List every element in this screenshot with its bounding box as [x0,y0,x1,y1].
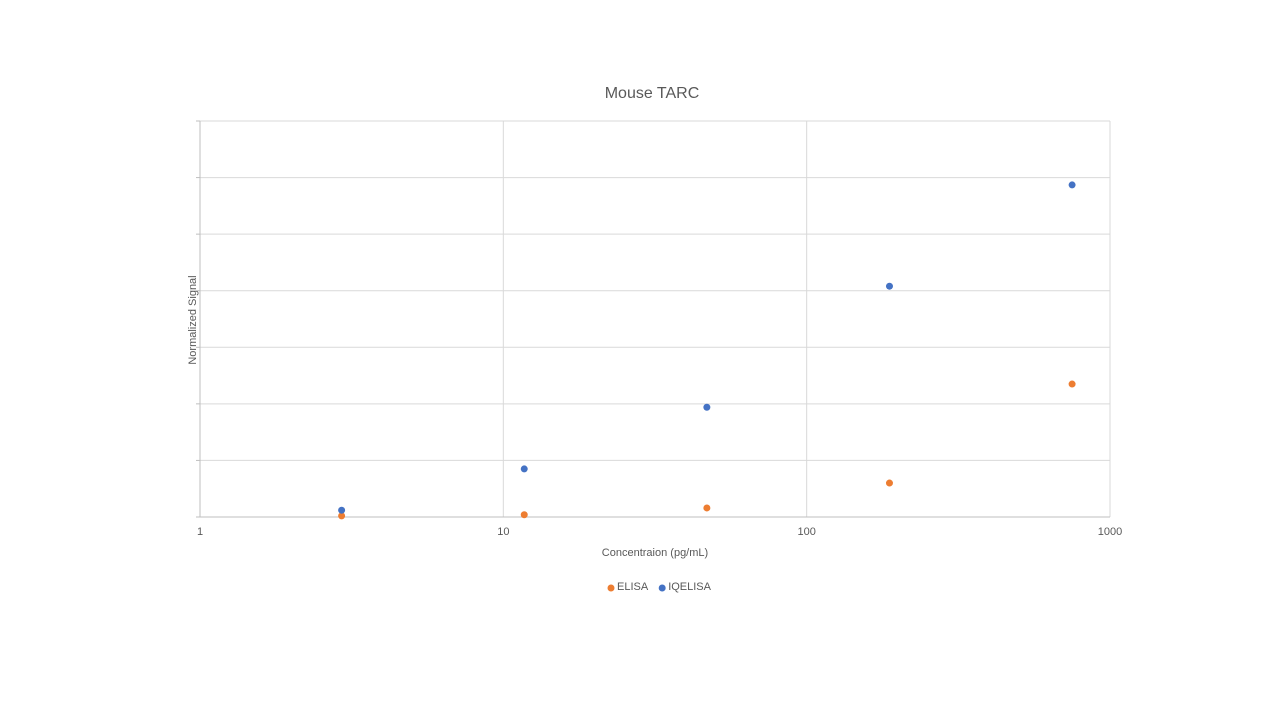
point [520,465,528,473]
point [1068,380,1076,388]
point [338,512,346,520]
legend-label: IQELISA [668,581,711,593]
point [703,403,711,411]
chart-title: Mouse TARC [605,85,700,102]
point [338,506,346,514]
legend-marker [658,584,666,592]
x-tick-label: 1 [197,526,203,538]
y-axis-label: Normalized Signal [187,275,199,364]
point [1068,181,1076,189]
point [520,511,528,519]
x-tick-label: 1000 [1098,526,1122,538]
legend-label: ELISA [617,581,649,593]
x-tick-label: 10 [497,526,509,538]
x-axis-label: Concentraion (pg/mL) [602,547,708,559]
x-tick-label: 100 [797,526,815,538]
legend-marker [607,584,615,592]
point [703,504,711,512]
point [885,282,893,290]
point [885,479,893,487]
